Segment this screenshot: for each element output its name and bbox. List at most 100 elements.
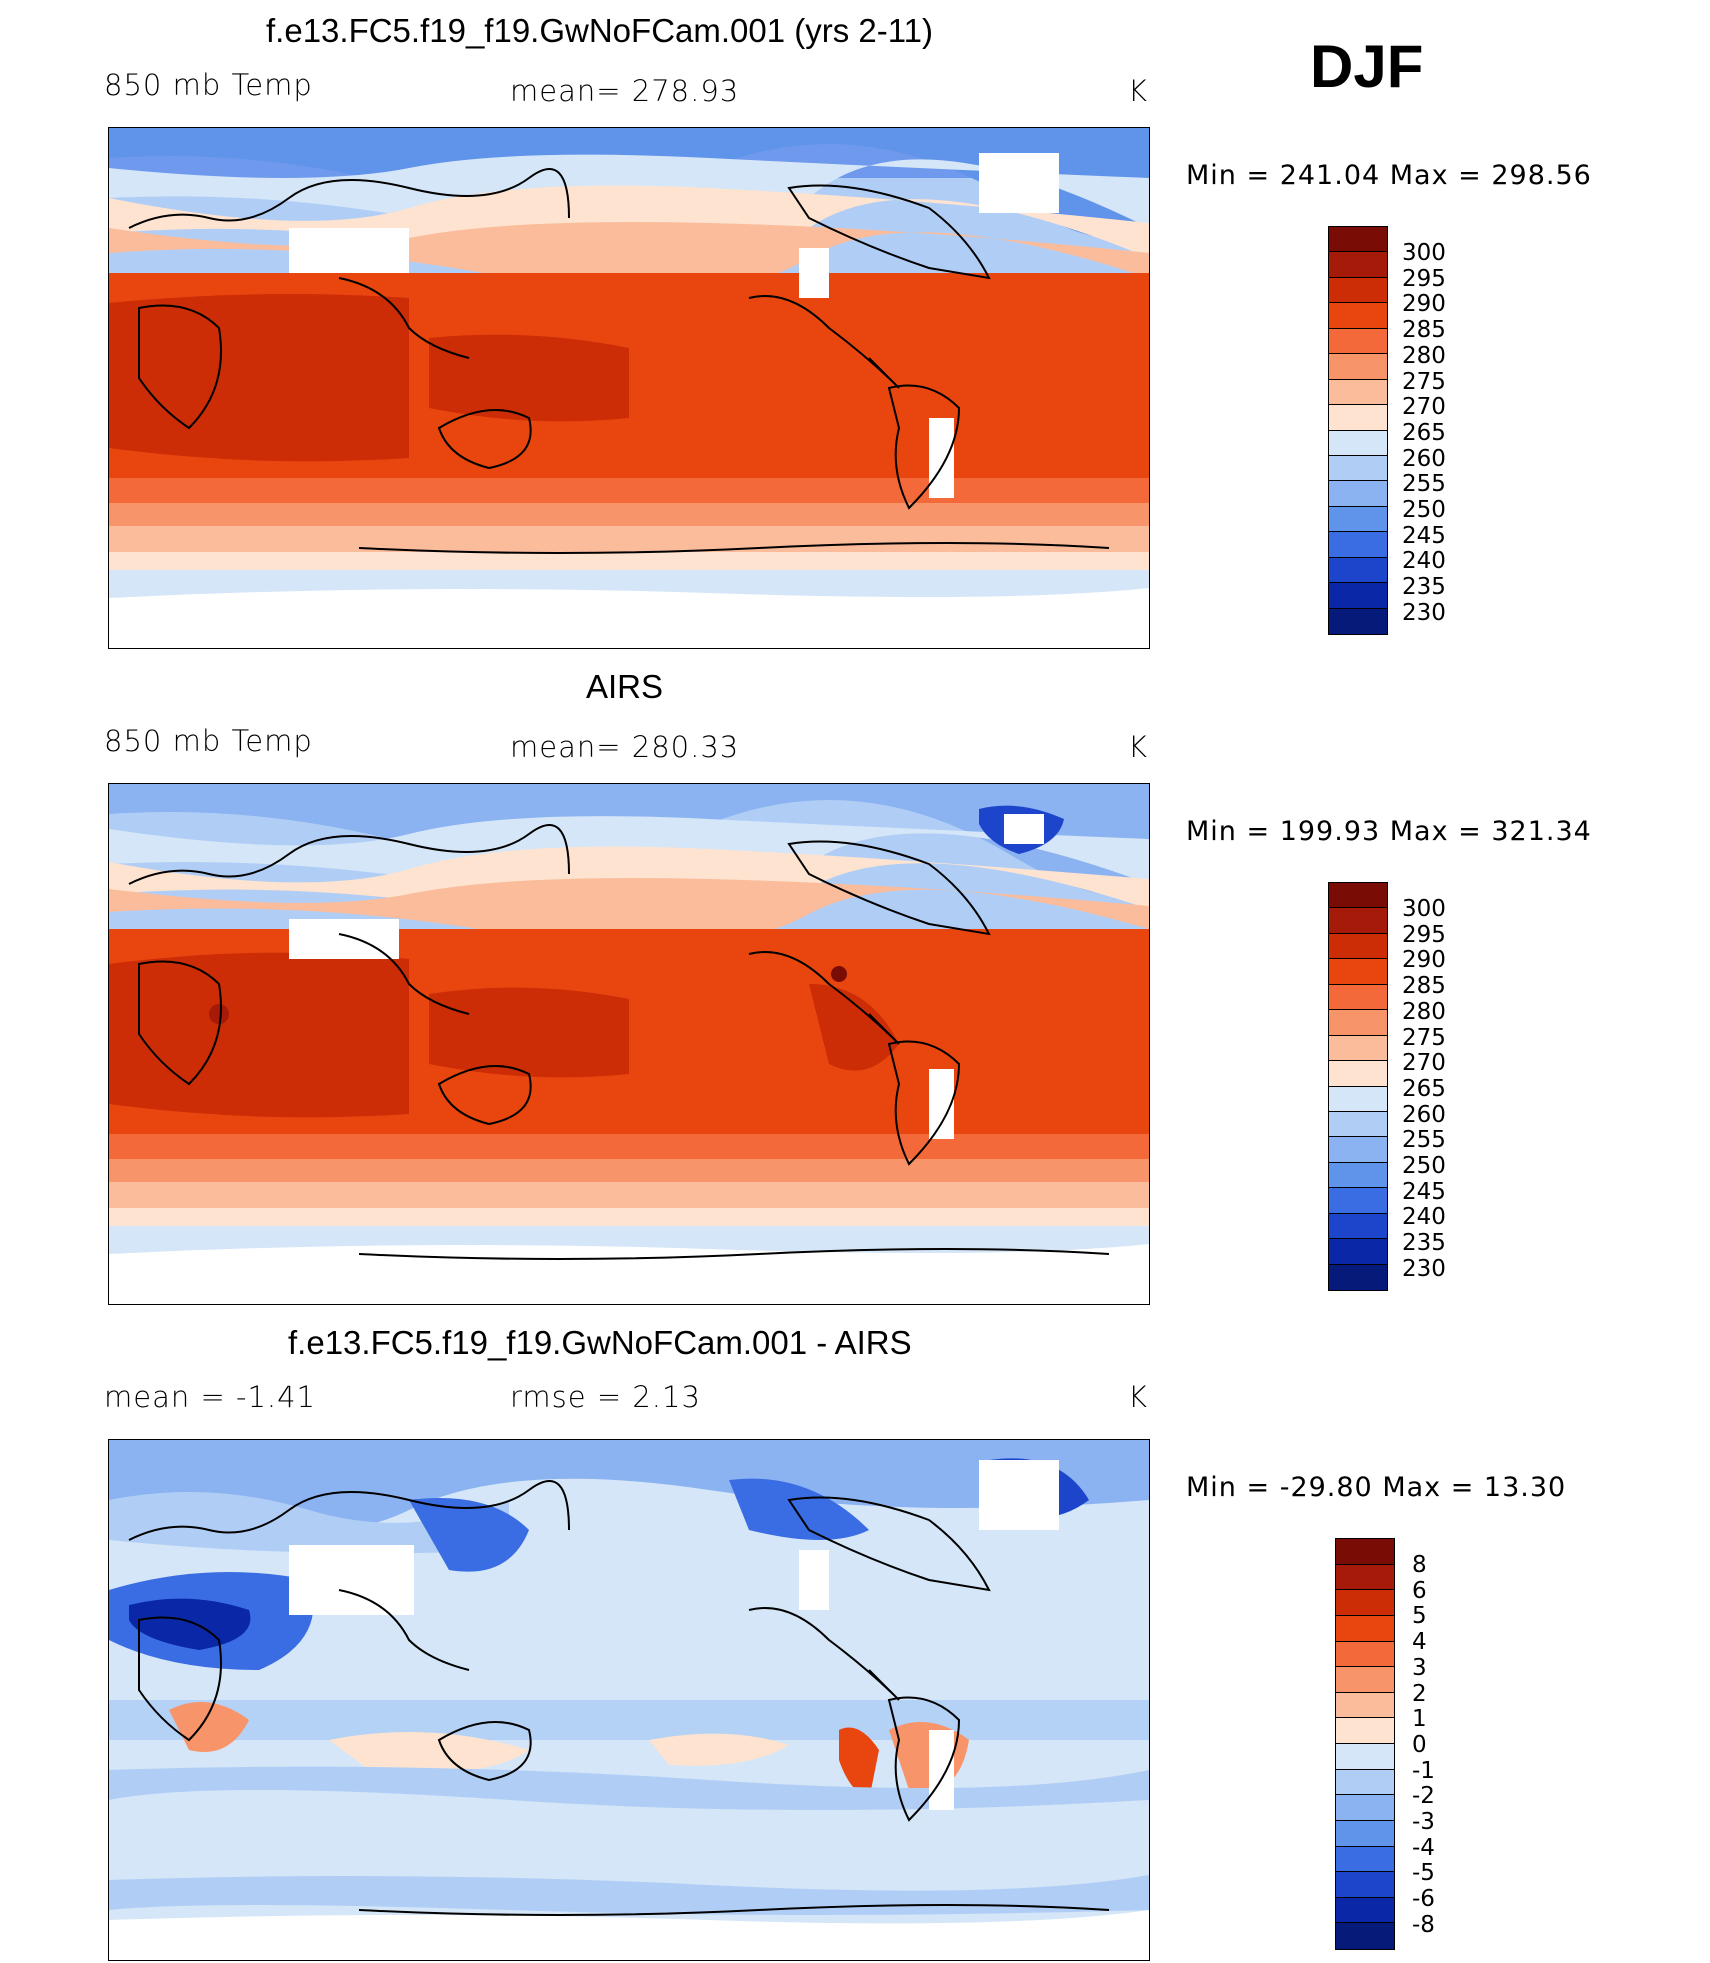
panel-1-colorbar-ticks: 300 295 290 285 280 275 270 265 260 255 … (1402, 240, 1446, 627)
panel-1-colorbar-cell (1329, 583, 1387, 609)
panel-2-colorbar-cell (1329, 933, 1387, 960)
colorbar-tick: 270 (1402, 394, 1446, 421)
colorbar-tick: 275 (1402, 368, 1446, 395)
colorbar-tick: 250 (1402, 1153, 1446, 1180)
colorbar-tick: 255 (1402, 1127, 1446, 1154)
panel-1-colorbar-cell (1329, 506, 1387, 533)
panel-3-colorbar (1335, 1538, 1395, 1950)
colorbar-tick: 245 (1402, 522, 1446, 549)
colorbar-tick: 295 (1402, 921, 1446, 948)
panel-3-colorbar-cell (1336, 1820, 1394, 1847)
panel-2-units-label: K (1128, 730, 1149, 764)
panel-1-colorbar-cell (1329, 608, 1387, 634)
panel-2-colorbar-cell (1329, 1061, 1387, 1087)
panel-2-colorbar-cell (1329, 959, 1387, 985)
panel-2-map-svg (109, 784, 1149, 1304)
panel-3-mean-label: mean = -1.41 (104, 1380, 317, 1414)
panel-1-variable-label: 850 mb Temp (104, 68, 313, 102)
panel-1-colorbar-cell (1329, 557, 1387, 584)
panel-3-colorbar-cell (1336, 1667, 1394, 1693)
panel-1-colorbar-cell (1329, 328, 1387, 355)
panel-2-colorbar-cell (1329, 1111, 1387, 1138)
colorbar-tick: -5 (1412, 1860, 1435, 1887)
panel-3-colorbar-cell (1336, 1564, 1394, 1591)
panel-1-mean-label: mean= 278.93 (510, 74, 740, 108)
panel-1-colorbar (1328, 226, 1388, 635)
panel-2-colorbar-cell (1329, 1035, 1387, 1062)
panel-2-colorbar-cell (1329, 1239, 1387, 1265)
colorbar-tick: 265 (1402, 1075, 1446, 1102)
panel-2-variable-label: 850 mb Temp (104, 724, 313, 758)
colorbar-tick: 230 (1402, 1255, 1446, 1282)
colorbar-tick: 270 (1402, 1050, 1446, 1077)
colorbar-tick: 5 (1412, 1603, 1427, 1630)
panel-3-colorbar-cell (1336, 1718, 1394, 1744)
colorbar-tick: 230 (1402, 599, 1446, 626)
panel-3-title: f.e13.FC5.f19_f19.GwNoFCam.001 - AIRS (288, 1324, 912, 1361)
panel-1-colorbar-cell (1329, 303, 1387, 329)
panel-3-colorbar-cell (1336, 1590, 1394, 1616)
colorbar-tick: 235 (1402, 574, 1446, 601)
colorbar-tick: 285 (1402, 317, 1446, 344)
panel-3-colorbar-cell (1336, 1923, 1394, 1949)
panel-2-minmax: Min = 199.93 Max = 321.34 (1186, 816, 1592, 847)
panel-1-colorbar-cell (1329, 405, 1387, 431)
panel-2-colorbar-cell (1329, 883, 1387, 909)
panel-1-colorbar-cell (1329, 532, 1387, 558)
colorbar-tick: 290 (1402, 947, 1446, 974)
colorbar-tick: 4 (1412, 1629, 1427, 1656)
panel-3-colorbar-cell (1336, 1846, 1394, 1873)
panel-3-colorbar-cell (1336, 1539, 1394, 1565)
panel-1-units-label: K (1128, 74, 1149, 108)
panel-3-rmse-label: rmse = 2.13 (510, 1380, 701, 1414)
panel-2-colorbar (1328, 882, 1388, 1291)
panel-2-colorbar-cell (1329, 1188, 1387, 1214)
colorbar-tick: 265 (1402, 419, 1446, 446)
colorbar-tick: -4 (1412, 1834, 1435, 1861)
colorbar-tick: 240 (1402, 1204, 1446, 1231)
colorbar-tick: 8 (1412, 1552, 1427, 1578)
colorbar-tick: 280 (1402, 998, 1446, 1025)
colorbar-tick: 250 (1402, 497, 1446, 524)
panel-3-units-label: K (1128, 1380, 1149, 1414)
colorbar-tick: 275 (1402, 1024, 1446, 1051)
colorbar-tick: 300 (1402, 896, 1446, 922)
panel-1-colorbar-cell (1329, 430, 1387, 456)
colorbar-tick: 240 (1402, 548, 1446, 575)
panel-1-title: f.e13.FC5.f19_f19.GwNoFCam.001 (yrs 2-11… (266, 12, 933, 49)
panel-1-map (108, 127, 1150, 649)
panel-2-colorbar-cell (1329, 1264, 1387, 1290)
panel-2-colorbar-cell (1329, 1137, 1387, 1163)
panel-3-colorbar-cell (1336, 1872, 1394, 1898)
colorbar-tick: 260 (1402, 1101, 1446, 1128)
panel-3-colorbar-ticks: 8 6 5 4 3 2 1 0 -1 -2 -3 -4 -5 -6 -8 (1412, 1552, 1435, 1939)
colorbar-tick: 290 (1402, 291, 1446, 318)
colorbar-tick: -3 (1412, 1809, 1435, 1836)
panel-2-colorbar-cell (1329, 984, 1387, 1011)
panel-1-colorbar-cell (1329, 379, 1387, 406)
panel-3-colorbar-cell (1336, 1692, 1394, 1719)
panel-1-minmax: Min = 241.04 Max = 298.56 (1186, 160, 1592, 191)
colorbar-tick: 295 (1402, 265, 1446, 292)
panel-3-colorbar-cell (1336, 1615, 1394, 1642)
colorbar-tick: -8 (1412, 1911, 1435, 1938)
colorbar-tick: -1 (1412, 1757, 1435, 1784)
panel-2-title: AIRS (586, 668, 664, 705)
colorbar-tick: 255 (1402, 471, 1446, 498)
panel-3-colorbar-cell (1336, 1641, 1394, 1668)
panel-3-map (108, 1439, 1150, 1961)
panel-1-colorbar-cell (1329, 252, 1387, 278)
colorbar-tick: 235 (1402, 1230, 1446, 1257)
panel-2-colorbar-cell (1329, 908, 1387, 934)
panel-1-colorbar-cell (1329, 354, 1387, 380)
panel-2-colorbar-cell (1329, 1213, 1387, 1240)
panel-2-colorbar-cell (1329, 1086, 1387, 1112)
colorbar-tick: 280 (1402, 342, 1446, 369)
colorbar-tick: 245 (1402, 1178, 1446, 1205)
colorbar-tick: -2 (1412, 1783, 1435, 1810)
panel-2-colorbar-cell (1329, 1010, 1387, 1036)
panel-3-colorbar-cell (1336, 1769, 1394, 1796)
panel-2-colorbar-ticks: 300 295 290 285 280 275 270 265 260 255 … (1402, 896, 1446, 1283)
colorbar-tick: 3 (1412, 1654, 1427, 1681)
panel-3-colorbar-cell (1336, 1795, 1394, 1821)
